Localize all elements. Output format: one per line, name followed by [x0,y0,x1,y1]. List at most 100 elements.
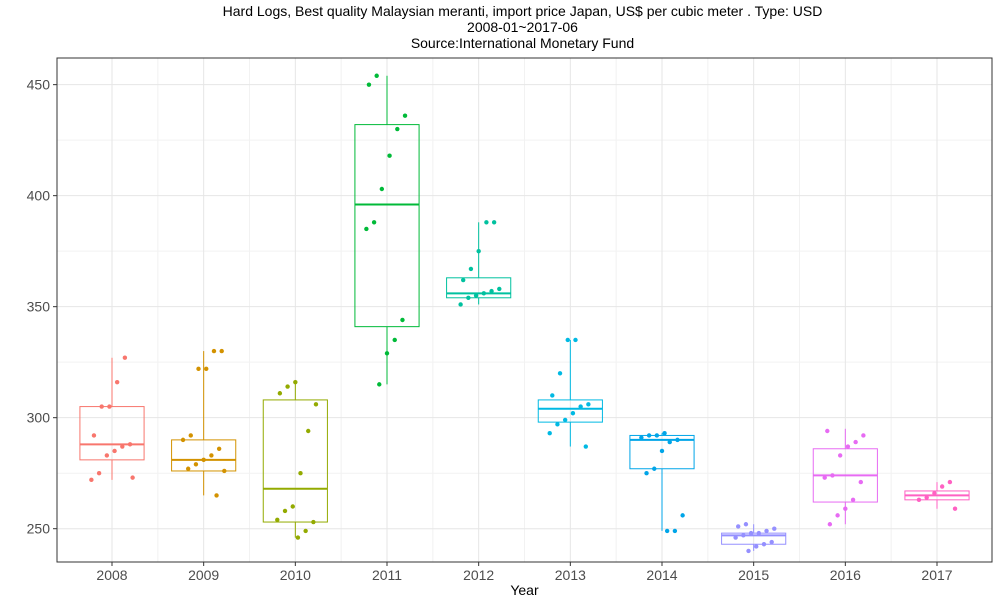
data-point [639,435,644,440]
data-point [853,439,858,445]
x-tick-label: 2010 [280,567,311,583]
data-point [460,277,466,283]
data-point [484,220,489,225]
y-tick-label: 350 [27,299,51,315]
data-point [99,404,104,409]
data-point [277,391,283,396]
data-point [313,402,319,407]
data-point [557,371,563,376]
data-point [196,366,201,372]
data-point [371,220,377,225]
data-point [468,266,474,272]
data-point [547,431,552,436]
x-axis-label: Year [510,582,539,598]
data-point [573,337,578,343]
data-point [402,113,408,118]
data-point [756,530,762,536]
data-point [96,470,102,476]
data-point [652,466,657,471]
data-point [489,288,494,294]
chart-subtitle: 2008-01~2017-06 [467,19,578,35]
data-point [298,470,303,476]
data-point [743,522,749,527]
data-point [275,517,280,523]
data-point [387,153,392,158]
data-point [497,286,502,292]
data-point [290,504,295,509]
data-point [89,477,94,483]
x-tick-label: 2015 [738,567,769,583]
data-point [748,530,754,536]
data-point [311,519,316,525]
data-point [285,384,290,389]
data-point [746,548,751,554]
data-point [672,528,678,534]
data-point [769,539,774,545]
data-point [303,528,308,534]
data-point [664,528,670,534]
data-point [843,506,848,511]
data-point [209,453,214,458]
data-point [837,453,843,458]
x-tick-label: 2013 [555,567,586,583]
box-iqr [537,399,603,423]
chart-source: Source:International Monetary Fund [410,35,635,51]
data-point [644,470,649,476]
data-point [219,348,224,354]
data-point [825,428,830,434]
data-point [185,466,191,471]
data-point [916,497,922,503]
data-point [858,479,864,485]
box-iqr [629,434,695,470]
data-point [107,404,112,409]
data-point [565,337,570,343]
data-point [835,513,840,518]
data-point [570,411,576,416]
data-point [761,542,767,547]
box-iqr [354,124,420,328]
data-point [654,433,660,438]
x-tick-label: 2017 [921,567,952,583]
data-point [114,379,120,385]
data-point [130,475,135,480]
data-point [204,366,209,372]
data-point [188,433,193,438]
data-point [374,73,379,78]
data-point [282,508,288,514]
y-tick-label: 400 [27,188,51,204]
box-iqr [171,439,237,472]
data-point [211,348,217,354]
data-point [366,82,372,87]
data-point [947,479,953,485]
data-point [392,337,397,343]
data-point [586,402,591,407]
box-iqr [446,277,512,299]
data-point [741,533,746,538]
data-point [395,126,400,132]
data-point [772,526,777,531]
data-point [735,524,741,529]
data-point [216,446,222,451]
data-point [939,484,945,489]
data-point [384,351,390,356]
data-point [201,457,206,463]
data-point [306,428,311,434]
data-point [473,293,479,298]
y-tick-label: 300 [27,410,51,426]
data-point [104,453,110,458]
x-tick-label: 2016 [830,567,861,583]
data-point [400,317,405,323]
data-point [193,462,199,467]
data-point [214,493,219,498]
data-point [295,535,301,540]
box-iqr [721,532,787,545]
data-point [466,295,471,300]
data-point [550,393,555,398]
box-iqr [262,399,328,523]
chart-title-block: Hard Logs, Best quality Malaysian merant… [0,3,1000,51]
data-point [476,248,481,254]
x-tick-label: 2008 [96,567,127,583]
data-point [861,433,866,438]
y-tick-label: 450 [27,77,51,93]
